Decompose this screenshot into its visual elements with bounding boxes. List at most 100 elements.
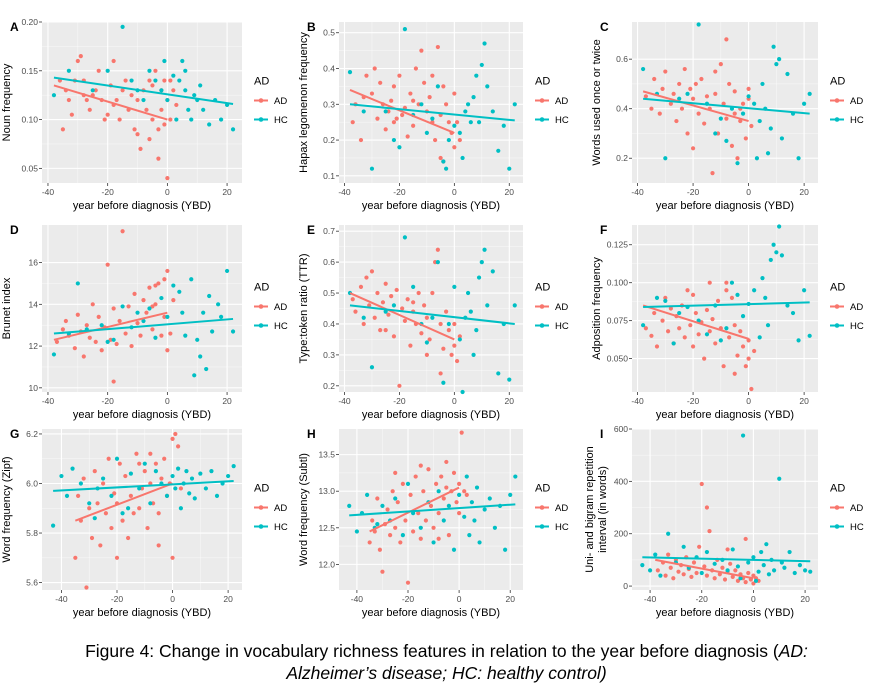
data-point-ad <box>408 492 413 497</box>
data-point-ad <box>109 525 114 531</box>
data-point-ad <box>413 474 418 479</box>
data-point-ad <box>358 137 364 143</box>
data-point-ad <box>393 470 398 476</box>
data-point-ad <box>457 481 462 486</box>
data-point-ad <box>457 511 462 516</box>
data-point-ad <box>95 501 100 506</box>
data-point-hc <box>126 506 131 511</box>
data-point-ad <box>170 555 175 560</box>
data-point-ad <box>156 543 161 548</box>
data-point-ad <box>156 281 161 286</box>
data-point-ad <box>378 80 383 85</box>
data-point-ad <box>438 371 443 376</box>
data-point-hc <box>797 563 803 568</box>
y-tick-label: 0.3 <box>323 99 335 109</box>
data-point-ad <box>696 111 701 116</box>
data-point-ad <box>438 155 443 161</box>
data-point-hc <box>724 326 729 331</box>
data-point-ad <box>431 525 436 530</box>
data-point-ad <box>383 328 388 333</box>
data-point-hc <box>718 338 723 343</box>
data-point-hc <box>184 469 189 474</box>
data-point-ad <box>165 268 170 274</box>
data-point-hc <box>354 529 359 534</box>
data-point-hc <box>492 525 497 530</box>
data-point-hc <box>405 481 411 486</box>
x-tick-label: -20 <box>102 396 115 406</box>
data-point-ad <box>649 333 654 338</box>
legend-label-ad: AD <box>274 96 287 107</box>
data-point-ad <box>400 306 405 311</box>
legend-label-ad: AD <box>850 96 863 107</box>
data-point-hc <box>198 471 203 476</box>
x-tick-label: 20 <box>800 594 810 604</box>
y-tick-label: 5.6 <box>26 578 38 588</box>
legend-key-dot-ad <box>258 98 264 103</box>
data-point-ad <box>689 574 694 580</box>
data-point-hc <box>153 335 158 340</box>
data-point-hc <box>641 66 646 72</box>
plot-background <box>42 225 242 392</box>
data-point-hc <box>501 123 506 128</box>
data-point-hc <box>777 224 782 229</box>
data-point-ad <box>441 346 446 351</box>
data-point-ad <box>162 78 167 83</box>
x-axis-title: year before diagnosis (YBD) <box>362 607 500 619</box>
panel-letter: E <box>307 223 315 237</box>
data-point-ad <box>153 68 158 73</box>
data-point-ad <box>369 269 375 274</box>
data-point-hc <box>120 24 125 29</box>
data-point-ad <box>378 328 383 333</box>
data-point-ad <box>105 262 110 267</box>
data-point-hc <box>663 156 668 161</box>
data-point-ad <box>370 518 375 523</box>
data-point-ad <box>391 84 397 89</box>
data-point-hc <box>51 352 57 357</box>
data-point-ad <box>369 91 375 96</box>
data-point-ad <box>138 146 143 151</box>
data-point-hc <box>640 563 645 568</box>
data-point-ad <box>397 383 402 388</box>
data-point-hc <box>507 166 512 171</box>
data-point-ad <box>643 94 648 99</box>
y-axis-title: Noun frequency <box>1 63 13 141</box>
legend-key-dot-hc <box>258 524 264 529</box>
data-point-hc <box>402 27 408 32</box>
data-point-hc <box>230 127 236 132</box>
data-point-ad <box>176 444 181 449</box>
data-point-ad <box>377 547 382 552</box>
data-point-ad <box>84 585 89 590</box>
data-point-ad <box>159 333 164 338</box>
data-point-ad <box>727 335 732 340</box>
data-point-ad <box>389 294 394 299</box>
data-point-hc <box>162 58 167 64</box>
data-point-hc <box>189 277 194 282</box>
data-point-ad <box>435 247 440 252</box>
data-point-hc <box>782 565 787 570</box>
caption-text: Figure 4: Change in vocabulary richness … <box>85 641 779 661</box>
data-point-ad <box>715 298 721 304</box>
data-point-hc <box>365 492 370 497</box>
trend-line-hc <box>349 304 515 325</box>
data-point-hc <box>109 493 114 498</box>
x-tick-label: 0 <box>452 396 457 406</box>
data-point-ad <box>75 58 80 64</box>
data-point-ad <box>112 491 117 496</box>
data-point-ad <box>98 543 103 548</box>
data-point-hc <box>128 471 133 476</box>
data-point-ad <box>433 137 438 143</box>
data-point-ad <box>452 321 457 327</box>
legend-label-hc: HC <box>274 321 288 332</box>
data-point-ad <box>732 89 737 94</box>
plot-background <box>632 429 818 590</box>
y-tick-label: 0.5 <box>323 28 335 38</box>
x-tick-label: 0 <box>165 396 170 406</box>
data-point-ad <box>743 580 748 585</box>
data-point-ad <box>724 280 729 285</box>
x-tick-label: -20 <box>111 594 124 604</box>
data-point-ad <box>60 127 65 132</box>
data-point-ad <box>93 339 98 344</box>
panel-letter: G <box>10 427 19 441</box>
data-point-hc <box>178 506 183 511</box>
data-point-ad <box>148 451 153 456</box>
